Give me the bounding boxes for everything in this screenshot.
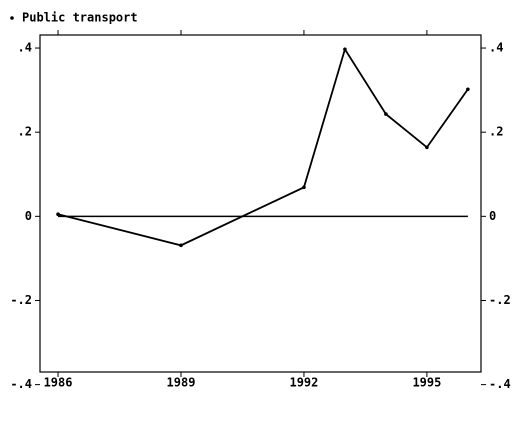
y2-tick-label: 0	[489, 209, 496, 223]
point	[56, 212, 60, 217]
y-tick-label: .4	[18, 41, 32, 55]
y-tick-label: -.2	[10, 293, 32, 307]
y2-tick-label: .4	[489, 41, 503, 55]
x-tick-label: 1995	[412, 376, 441, 390]
y2-tick-label: .2	[489, 125, 503, 139]
legend-label: Public transport	[22, 11, 138, 25]
legend-marker	[10, 16, 14, 20]
point	[302, 185, 306, 190]
x-tick-label: 1986	[44, 376, 73, 390]
plot-frame	[39, 34, 482, 373]
point	[466, 87, 470, 92]
point	[425, 145, 429, 150]
y2-tick-label: -.2	[489, 293, 511, 307]
y-tick-label: 0	[25, 209, 32, 223]
x-tick-label: 1992	[289, 376, 318, 390]
point	[343, 47, 347, 52]
point	[179, 243, 183, 248]
y2-tick-label: -.4	[489, 377, 511, 391]
y-tick-label: -.4	[10, 377, 32, 391]
point	[384, 112, 388, 116]
x-tick-label: 1989	[167, 376, 196, 390]
y-tick-label: .2	[18, 125, 32, 139]
